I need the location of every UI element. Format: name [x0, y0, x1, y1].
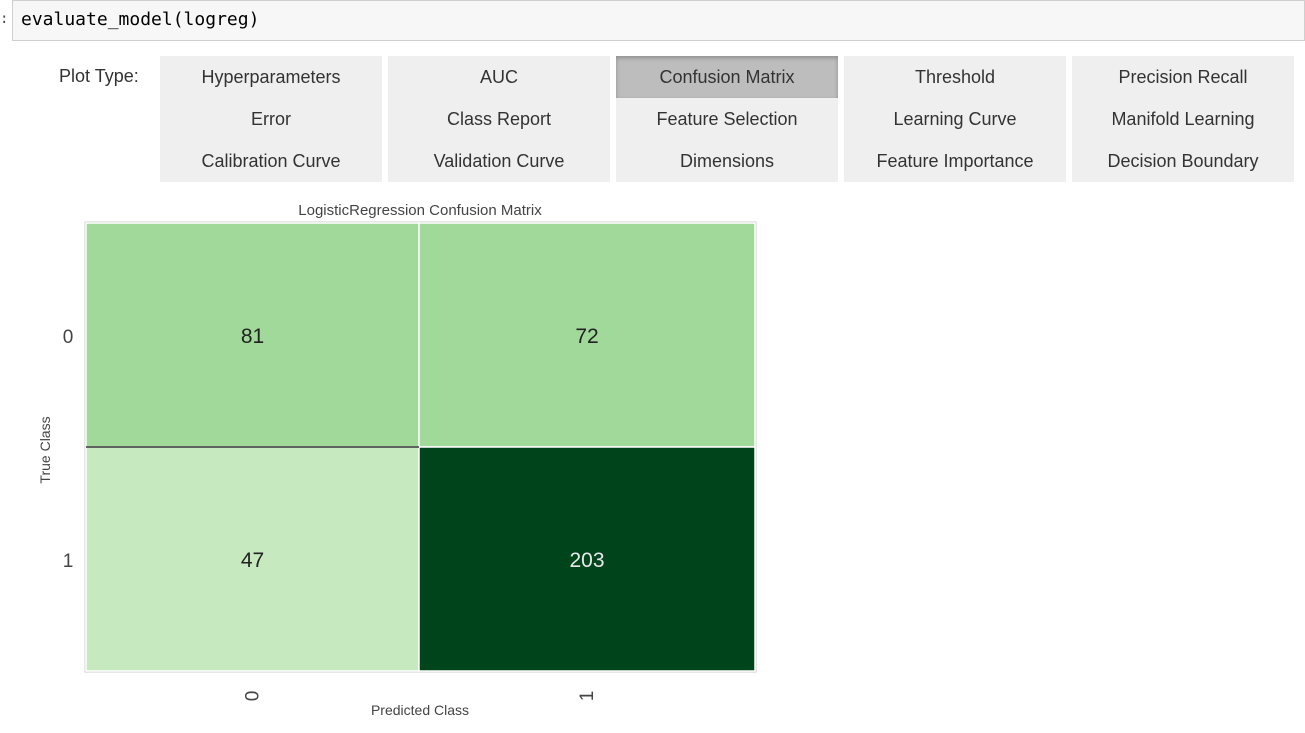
plot-type-button-calibration-curve[interactable]: Calibration Curve — [160, 140, 382, 182]
cell-value-label: 47 — [241, 549, 264, 572]
plot-type-button-manifold-learning[interactable]: Manifold Learning — [1072, 98, 1294, 140]
plot-frame — [84, 221, 757, 673]
plot-type-button-feature-selection[interactable]: Feature Selection — [616, 98, 838, 140]
cell-value-label: 81 — [241, 325, 264, 348]
plot-type-button-auc[interactable]: AUC — [388, 56, 610, 98]
cell-value-label: 203 — [569, 549, 604, 572]
matrix-cell — [418, 222, 756, 448]
code-text[interactable]: evaluate_model(logreg) — [21, 9, 260, 30]
plot-type-button-decision-boundary[interactable]: Decision Boundary — [1072, 140, 1294, 182]
code-cell-input[interactable]: evaluate_model(logreg) — [12, 0, 1305, 41]
toggle-column: AUC Class Report Validation Curve — [388, 56, 610, 182]
toggle-column: Precision Recall Manifold Learning Decisio… — [1072, 56, 1294, 182]
y-axis-label: True Class — [37, 416, 53, 483]
plot-type-button-validation-curve[interactable]: Validation Curve — [388, 140, 610, 182]
plot-type-button-learning-curve[interactable]: Learning Curve — [844, 98, 1066, 140]
plot-type-button-feature-importance[interactable]: Feature Importance — [844, 140, 1066, 182]
plot-type-button-dimensions[interactable]: Dimensions — [616, 140, 838, 182]
plot-type-button-confusion-matrix[interactable]: Confusion Matrix — [616, 56, 838, 98]
confusion-matrix-chart: 81 72 47 203 LogisticRegression Confusion Ma… — [37, 202, 757, 718]
cell-value-label: 72 — [575, 325, 598, 348]
plot-type-button-threshold[interactable]: Threshold — [844, 56, 1066, 98]
matrix-cell — [418, 446, 756, 672]
plot-type-button-hyperparameters[interactable]: Hyperparameters — [160, 56, 382, 98]
toggle-column: Hyperparameters Error Calibration Curve — [160, 56, 382, 182]
plot-type-button-error[interactable]: Error — [160, 98, 382, 140]
matrix-cell — [85, 222, 420, 448]
x-tick-label: 0 — [243, 691, 264, 702]
toggle-column: Threshold Learning Curve Feature Importanc… — [844, 56, 1066, 182]
x-tick-label: 1 — [577, 691, 598, 702]
y-tick-label: 1 — [63, 551, 74, 572]
chart-title: LogisticRegression Confusion Matrix — [298, 202, 542, 219]
cell-prompt: : — [0, 11, 9, 27]
toggle-column: Confusion Matrix Feature Selection Dimensi… — [616, 56, 838, 182]
y-tick-label: 0 — [63, 327, 74, 348]
plot-type-button-class-report[interactable]: Class Report — [388, 98, 610, 140]
x-axis-label: Predicted Class — [371, 702, 469, 718]
plot-type-label: Plot Type: — [59, 66, 139, 86]
plot-type-button-precision-recall[interactable]: Precision Recall — [1072, 56, 1294, 98]
